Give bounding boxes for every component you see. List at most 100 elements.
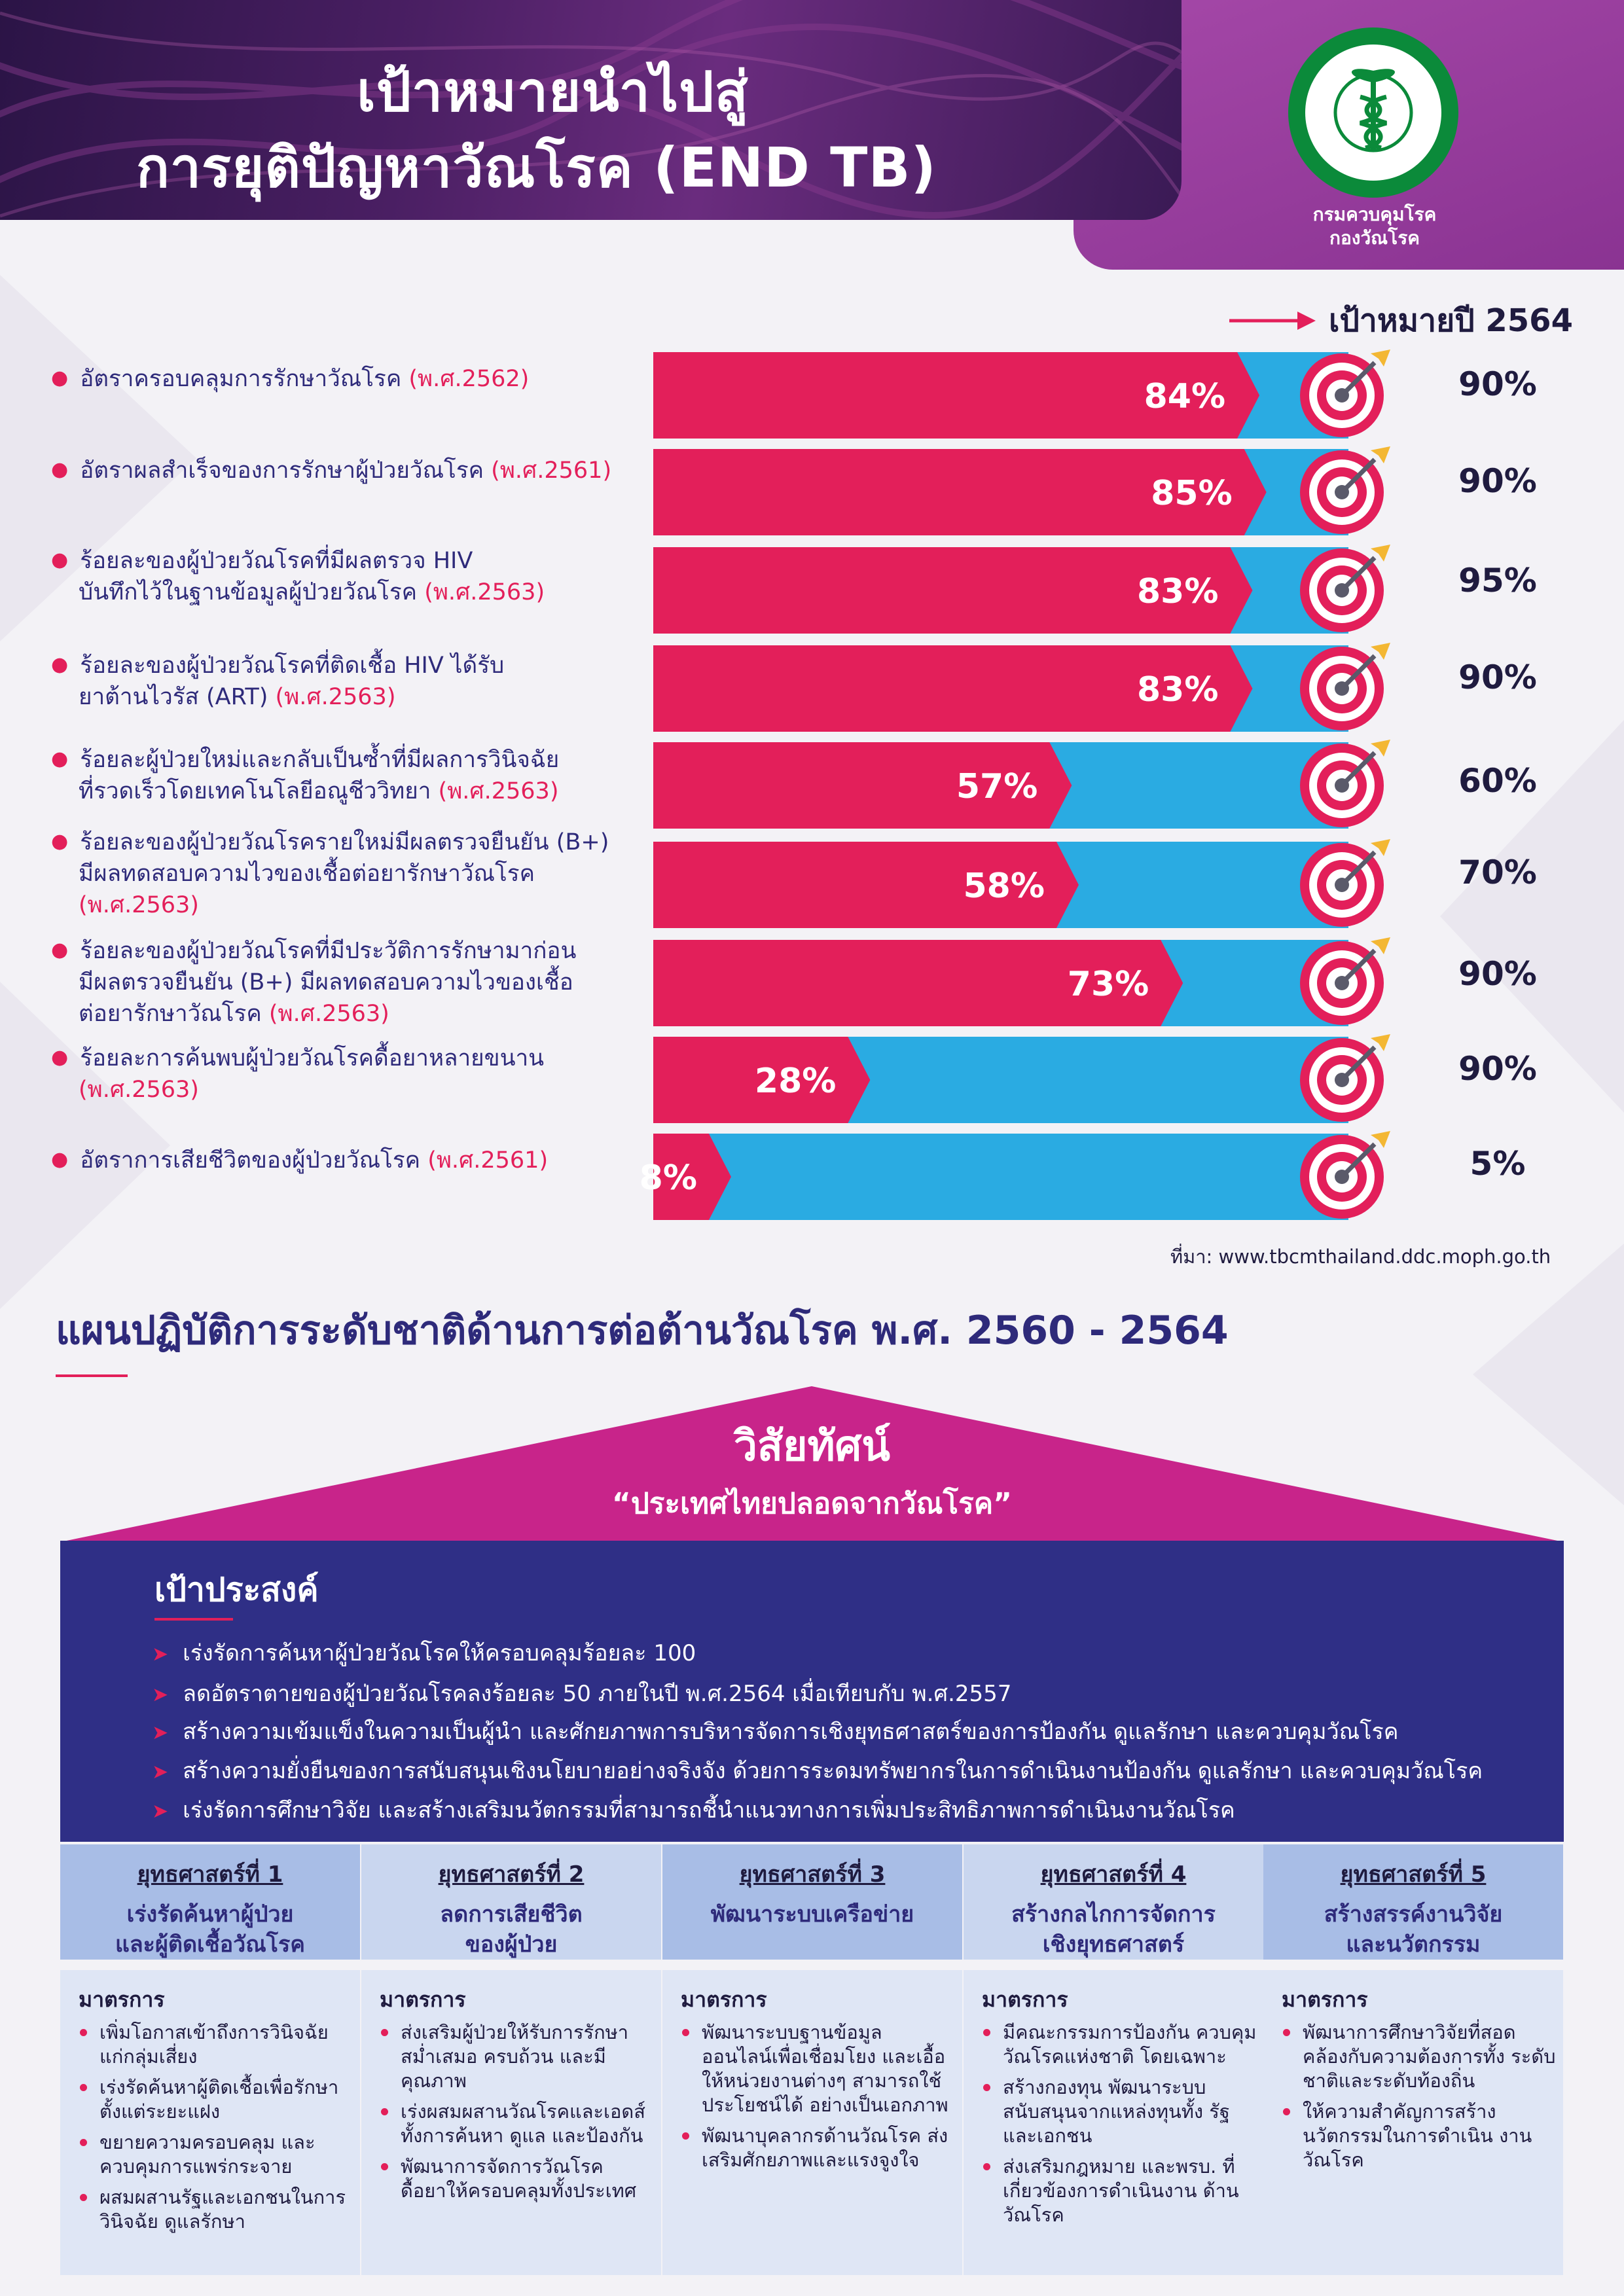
indicator-label: ● ร้อยละของผู้ป่วยวัณโรคที่ติดเชื้อ HIV ไ… <box>51 649 504 713</box>
goal-text: เร่งรัดการค้นหาผู้ป่วยวัณโรคให้ครอบคลุมร… <box>183 1640 696 1666</box>
strategy-measures-3: มาตรการ พัฒนาระบบฐานข้อมูล ออนไลน์เพื่อเช… <box>662 1970 962 2275</box>
bar-value-label: 28% <box>755 1062 836 1101</box>
target-value-label: 90% <box>1458 365 1537 403</box>
bar-actual <box>653 940 1183 1026</box>
indicator-label: ● อัตราการเสียชีวิตของผู้ป่วยวัณโรค (พ.ศ.… <box>51 1144 548 1176</box>
goal-item: ➤ สร้างความเข้มแข็งในความเป็นผู้นำ และศัก… <box>152 1713 1399 1749</box>
indicator-label-line: ร้อยละของผู้ป่วยวัณโรคที่มีประวัติการรัก… <box>80 938 577 964</box>
caduceus-icon <box>1333 69 1413 152</box>
indicator-label-line: ร้อยละของผู้ป่วยวัณโรครายใหม่มีผลตรวจยืน… <box>80 829 609 855</box>
measure-item: พัฒนาบุคลากรด้านวัณโรค ส่งเสริมศักยภาพแล… <box>682 2124 956 2172</box>
indicator-label-line: ที่รวดเร็วโดยเทคโนโลยีอณูชีววิทยา <box>79 778 439 804</box>
target-icon <box>1300 643 1390 730</box>
measures-list: พัฒนาการศึกษาวิจัยที่สอด คล้องกับความต้อ… <box>1263 2020 1563 2172</box>
strategy-name-line: พัฒนาระบบเครือข่าย <box>710 1901 914 1928</box>
indicator-label: ● อัตราผลสำเร็จของการรักษาผู้ป่วยวัณโรค (… <box>51 454 611 486</box>
page-title-line2: การยุติปัญหาวัณโรค (END TB) <box>136 135 937 200</box>
bar-row-6: 58% 70% <box>653 839 1537 928</box>
target-value-label: 90% <box>1458 658 1537 696</box>
bar-value-label: 8% <box>640 1158 697 1198</box>
measure-item: พัฒนาการจัดการวัณโรค ดื้อยาให้ครอบคลุมทั… <box>381 2155 655 2203</box>
indicator-label-line: ยาต้านไวรัส (ART) <box>79 684 276 710</box>
bar-actual <box>653 1037 871 1123</box>
strategy-header-3: ยุทธศาสตร์ที่ 3 พัฒนาระบบเครือข่าย <box>662 1844 962 1960</box>
measure-item: ขยายความครอบคลุม และควบคุมการแพร่กระจาย <box>80 2130 353 2179</box>
bar-actual <box>653 742 1072 829</box>
target-value-label: 90% <box>1458 1050 1537 1088</box>
tb-indicator-chart: 84% 90% 85% 90% 83% 95% 83% 90% 57% 60% 58% 70% 73% 9… <box>640 350 1537 1220</box>
indicator-label: ● ร้อยละของผู้ป่วยวัณโรคที่มีผลตรวจ HIV บั… <box>51 545 545 608</box>
bar-row-7: 73% 90% <box>653 937 1537 1026</box>
target-icon <box>1300 937 1390 1025</box>
goal-item: ➤ เร่งรัดการค้นหาผู้ป่วยวัณโรคให้ครอบคลุม… <box>152 1635 696 1670</box>
goal-item: ➤ ลดอัตราตายของผู้ป่วยวัณโรคลงร้อยละ 50 ภ… <box>152 1676 1011 1711</box>
indicator-year: (พ.ศ.2563) <box>79 892 199 918</box>
indicator-label-line: อัตราผลสำเร็จของการรักษาผู้ป่วยวัณโรค <box>80 457 492 484</box>
bar-actual <box>653 842 1079 928</box>
strategy-number: ยุทธศาสตร์ที่ 1 <box>137 1861 283 1888</box>
strategy-name-line: สร้างสรรค์งานวิจัย <box>1324 1901 1503 1928</box>
indicator-label: ● ร้อยละผู้ป่วยใหม่และกลับเป็นซ้ำที่มีผลก… <box>51 744 559 807</box>
arrow-bullet-icon: ➤ <box>152 1800 169 1823</box>
bullet-icon: ● <box>51 458 69 481</box>
indicator-year: (พ.ศ.2562) <box>408 366 530 392</box>
arrow-bullet-icon: ➤ <box>152 1683 169 1706</box>
bar-row-2: 85% 90% <box>653 446 1537 535</box>
bullet-icon: ● <box>51 653 69 676</box>
strategy-name: เร่งรัดค้นหาผู้ป่วย และผู้ติดเชื้อวัณโรค <box>60 1899 360 1960</box>
strategy-header-5: ยุทธศาสตร์ที่ 5 สร้างสรรค์งานวิจัย และนวัต… <box>1263 1844 1563 1960</box>
goal-text: สร้างความยั่งยืนของการสนับสนุนเชิงนโยบาย… <box>183 1758 1483 1784</box>
measures-label: มาตรการ <box>380 1987 466 2012</box>
vision-title: วิสัยทัศน์ <box>733 1422 891 1471</box>
goals-title: เป้าประสงค์ <box>154 1571 319 1609</box>
arrow-bullet-icon: ➤ <box>152 1721 169 1744</box>
org-name-line2: กองวัณโรค <box>1329 227 1420 249</box>
strategy-name: ลดการเสียชีวิต ของผู้ป่วย <box>361 1899 661 1960</box>
bullet-icon: ● <box>51 939 69 961</box>
strategy-name-line: เชิงยุทธศาสตร์ <box>1042 1931 1185 1958</box>
strategy-name: สร้างกลไกการจัดการ เชิงยุทธศาสตร์ <box>964 1899 1263 1960</box>
bar-row-9: 8% 5% <box>640 1131 1525 1220</box>
org-name-line1: กรมควบคุมโรค <box>1312 204 1437 225</box>
target-icon <box>1300 1131 1390 1219</box>
measures-list: ส่งเสริมผู้ป่วยให้รับการรักษา สม่ำเสมอ ค… <box>361 2020 661 2203</box>
target-value-label: 70% <box>1458 853 1537 891</box>
header-swirl-decoration <box>0 0 1182 219</box>
target-icon <box>1300 740 1390 827</box>
ministry-logo <box>1288 27 1458 198</box>
measure-item: เร่งผสมผสานวัณโรคและเอดส์ ทั้งการค้นหา ด… <box>381 2100 655 2148</box>
target-value-label: 95% <box>1458 562 1537 600</box>
strategy-header-1: ยุทธศาสตร์ที่ 1 เร่งรัดค้นหาผู้ป่วย และผู้… <box>60 1844 360 1960</box>
bullet-icon: ● <box>51 1046 69 1069</box>
strategy-header-2: ยุทธศาสตร์ที่ 2 ลดการเสียชีวิต ของผู้ป่วย <box>361 1844 661 1960</box>
bar-value-label: 85% <box>1151 474 1232 513</box>
indicator-year: (พ.ศ.2563) <box>275 684 396 710</box>
strategy-measures-2: มาตรการส่งเสริมผู้ป่วยให้รับการรักษา สม่… <box>361 1970 661 2275</box>
bullet-icon: ● <box>51 747 69 770</box>
measure-item: ส่งเสริมกฎหมาย และพรบ. ที่เกี่ยวข้องการด… <box>983 2155 1257 2227</box>
indicator-label-line: ร้อยละการค้นพบผู้ป่วยวัณโรคดื้อยาหลายขนา… <box>80 1045 545 1071</box>
bullet-icon: ● <box>51 1148 69 1171</box>
strategy-name: พัฒนาระบบเครือข่าย <box>662 1899 962 1929</box>
bar-row-5: 57% 60% <box>653 740 1537 829</box>
strategy-measures-4: มาตรการ มีคณะกรรมการป้องกัน ควบคุมวัณโรคแ… <box>964 1970 1263 2275</box>
indicator-year: (พ.ศ.2561) <box>491 457 612 484</box>
bar-value-label: 58% <box>963 867 1044 906</box>
strategy-name-line: และนวัตกรรม <box>1346 1931 1481 1958</box>
bar-row-1: 84% 90% <box>653 350 1537 439</box>
target-icon <box>1300 1034 1390 1122</box>
strategy-number: ยุทธศาสตร์ที่ 4 <box>1040 1861 1187 1888</box>
indicator-label: ● ร้อยละของผู้ป่วยวัณโรครายใหม่มีผลตรวจยื… <box>51 826 609 921</box>
indicator-year: (พ.ศ.2563) <box>268 1001 389 1027</box>
bar-target-remaining <box>653 1134 1348 1220</box>
indicator-label-line: ร้อยละของผู้ป่วยวัณโรคที่มีผลตรวจ HIV <box>80 548 473 574</box>
measure-item: ให้ความสำคัญการสร้าง นวัตกรรมในการดำเนิน… <box>1283 2100 1557 2172</box>
arrow-bullet-icon: ➤ <box>152 1643 169 1666</box>
plan-title: แผนปฏิบัติการระดับชาติด้านการต่อต้านวัณโ… <box>56 1308 1229 1354</box>
indicator-label: ● อัตราครอบคลุมการรักษาวัณโรค (พ.ศ.2562) <box>51 363 529 395</box>
indicator-label-line: อัตราการเสียชีวิตของผู้ป่วยวัณโรค <box>80 1147 428 1174</box>
measure-item: สร้างกองทุน พัฒนาระบบ สนับสนุนจากแหล่งทุ… <box>983 2075 1257 2148</box>
indicator-label: ● ร้อยละของผู้ป่วยวัณโรคที่มีประวัติการรั… <box>51 935 576 1030</box>
bullet-icon: ● <box>51 367 69 389</box>
strategy-name-line: ลดการเสียชีวิต <box>440 1901 583 1928</box>
